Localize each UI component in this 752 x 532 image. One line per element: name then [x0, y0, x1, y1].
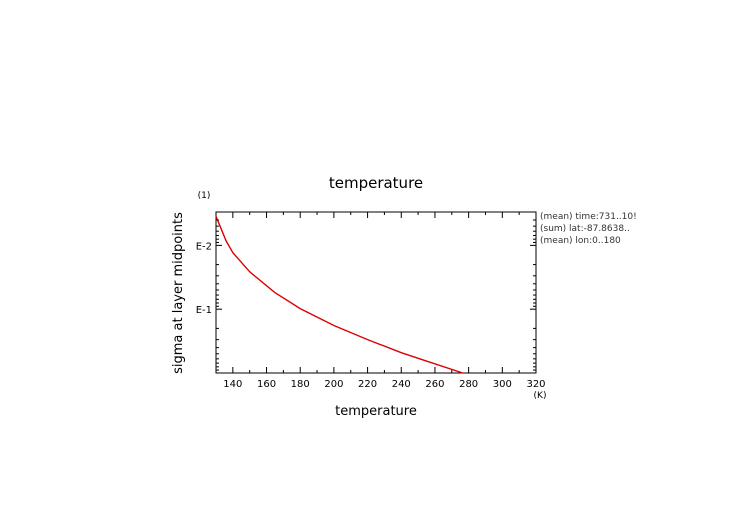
x-tick-label: 160	[257, 379, 276, 390]
annotation-lon: (mean) lon:0..180	[540, 236, 621, 246]
x-axis: 140 160 180 200 220 240 260 280 300 320	[215, 212, 546, 390]
annotation-lat: (sum) lat:-87.8638..	[540, 224, 630, 234]
y-axis: E-2 E-1	[196, 211, 536, 374]
x-tick-label: 140	[223, 379, 242, 390]
x-tick-label: 200	[324, 379, 343, 390]
chart-title: temperature	[329, 174, 423, 192]
x-tick-label: 240	[392, 379, 411, 390]
y-tick-label: E-2	[196, 241, 212, 252]
plot-frame	[215, 211, 537, 374]
x-axis-title: temperature	[335, 404, 417, 419]
series-line	[215, 216, 463, 374]
x-tick-label: 220	[358, 379, 377, 390]
x-tick-label: 320	[526, 379, 545, 390]
x-tick-label: 280	[459, 379, 478, 390]
y-tick-label: E-1	[196, 305, 212, 316]
x-tick-label: 260	[425, 379, 444, 390]
y-axis-unit: (1)	[198, 191, 211, 201]
x-tick-label: 180	[291, 379, 310, 390]
y-axis-title: sigma at layer midpoints	[171, 212, 186, 374]
annotation-time: (mean) time:731..10!	[540, 212, 637, 222]
x-tick-label: 300	[493, 379, 512, 390]
x-axis-unit: (K)	[534, 391, 547, 401]
